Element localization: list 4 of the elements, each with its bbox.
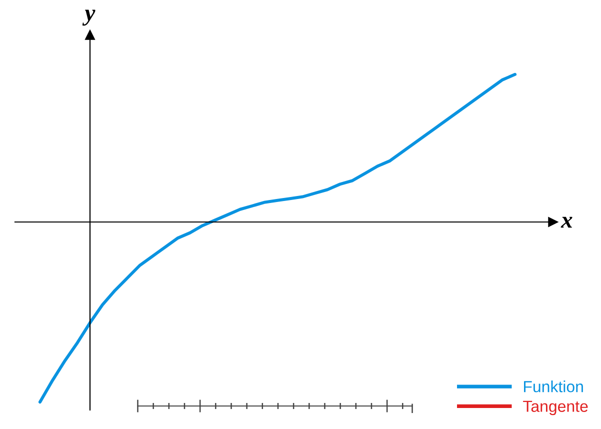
y-axis-title: y [82, 10, 96, 26]
legend-label: Funktion [524, 380, 583, 392]
x-axis-title: x [560, 216, 572, 228]
legend-label: Tangente [523, 400, 588, 416]
